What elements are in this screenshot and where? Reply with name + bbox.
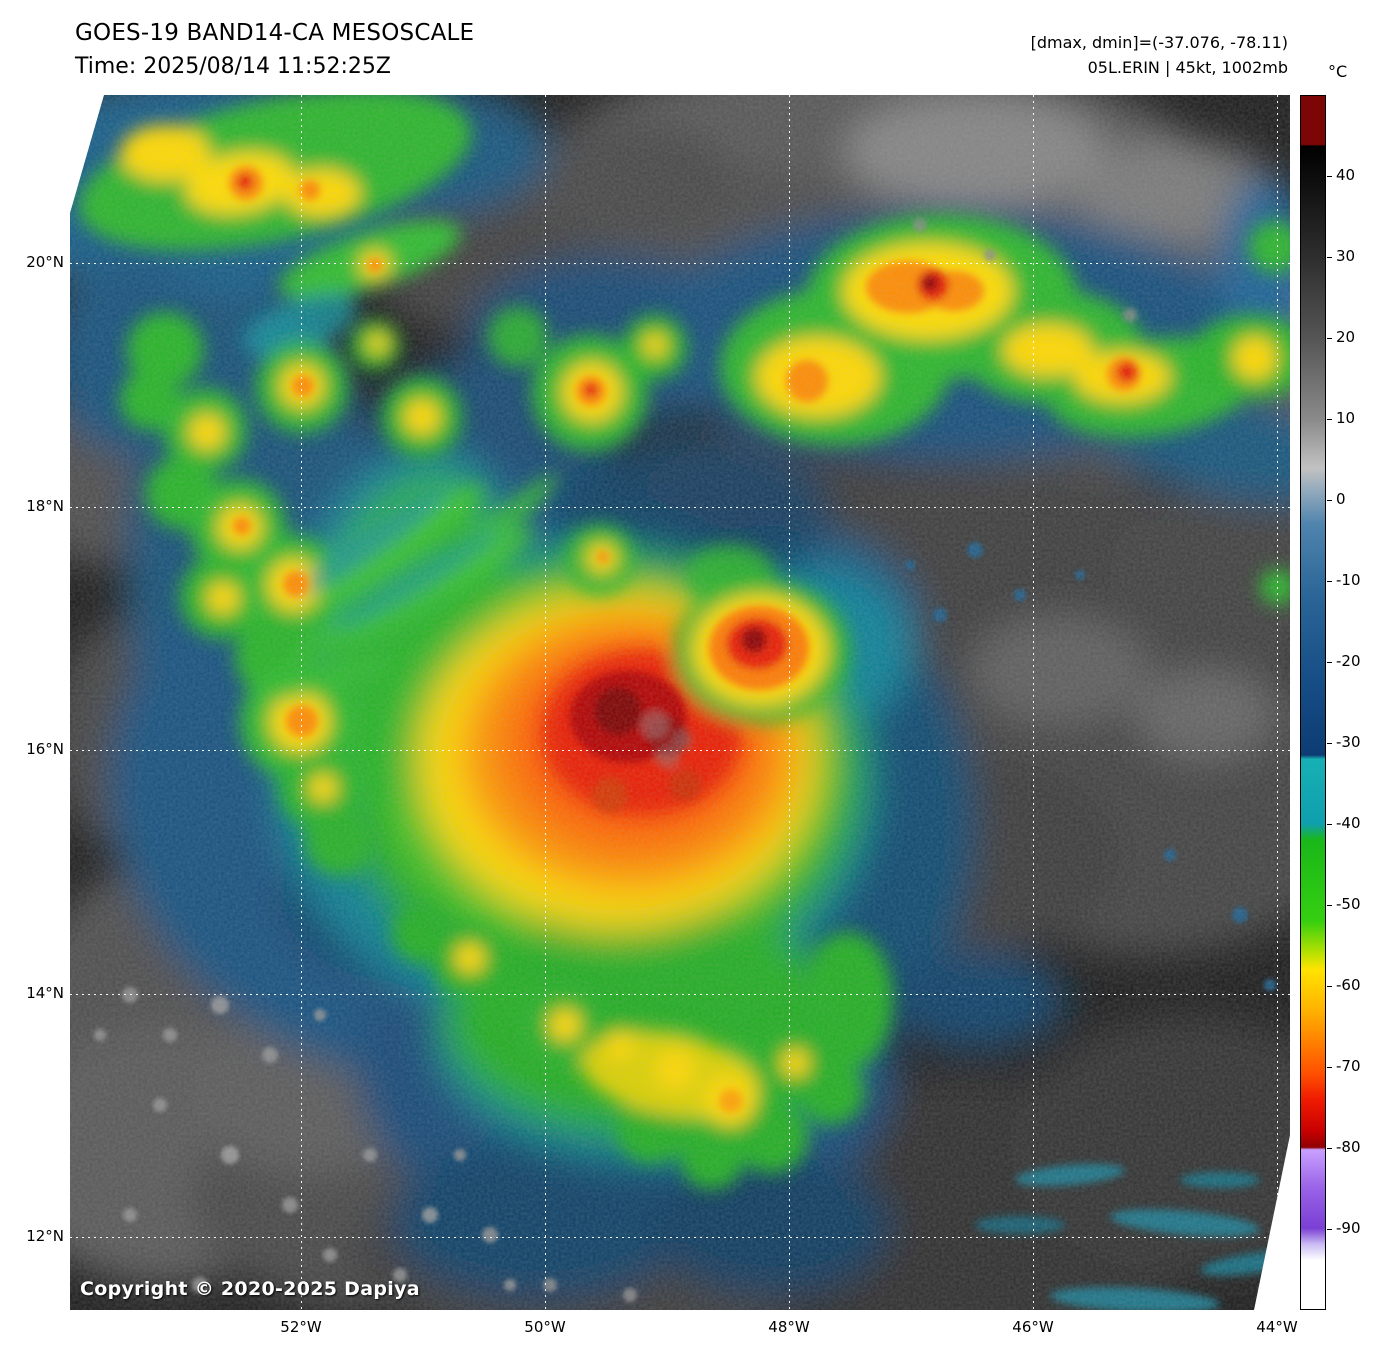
colorbar-tick-label: 30 [1336, 247, 1356, 265]
colorbar-tick-mark [1327, 986, 1332, 987]
colorbar-tick-label: -20 [1336, 652, 1361, 670]
colorbar [1300, 95, 1326, 1310]
colorbar-tick-mark [1327, 257, 1332, 258]
info-block: [dmax, dmin]=(-37.076, -78.11) 05L.ERIN … [1031, 30, 1288, 80]
colorbar-tick-label: -90 [1336, 1219, 1361, 1237]
colorbar-tick-mark [1327, 419, 1332, 420]
lat-tick-label: 14°N [26, 983, 64, 1002]
lat-tick-label: 16°N [26, 740, 64, 758]
colorbar-tick-mark [1327, 500, 1332, 501]
gridline-lon-50 [545, 95, 546, 1310]
colorbar-tick-label: 10 [1336, 409, 1356, 427]
colorbar-tick-label: -30 [1336, 733, 1361, 751]
gridline-lat-14 [70, 993, 1290, 995]
colorbar-tick-label: -80 [1336, 1138, 1361, 1156]
colorbar-tick-mark [1327, 1067, 1332, 1068]
time-label: Time: 2025/08/14 11:52:25Z [75, 54, 391, 79]
colorbar-tick-mark [1327, 743, 1332, 744]
colorbar-unit-label: °C [1328, 62, 1348, 81]
colorbar-tick-mark [1327, 662, 1332, 663]
colorbar-tick-mark [1327, 1229, 1332, 1230]
colorbar-gradient [1301, 96, 1325, 1309]
lon-tick-label: 48°W [768, 1318, 810, 1336]
gridline-lat-12 [70, 1237, 1290, 1238]
gridline-lat-20 [70, 263, 1290, 264]
storm-info-label: 05L.ERIN | 45kt, 1002mb [1087, 58, 1288, 77]
colorbar-tick-label: -40 [1336, 814, 1361, 832]
colorbar-tick-label: -60 [1336, 976, 1361, 994]
lat-tick-label: 20°N [26, 253, 64, 271]
gridline-lon-46 [1033, 95, 1034, 1310]
colorbar-tick-mark [1327, 1148, 1332, 1149]
dmax-dmin-label: [dmax, dmin]=(-37.076, -78.11) [1030, 33, 1288, 52]
gridline-lat-16 [70, 750, 1290, 751]
colorbar-tick-mark [1327, 824, 1332, 825]
gridline-lon-52 [301, 95, 302, 1310]
lon-tick-label: 50°W [524, 1318, 566, 1336]
colorbar-tick-mark [1327, 581, 1332, 582]
page-title: GOES-19 BAND14-CA MESOSCALE [75, 20, 475, 46]
colorbar-tick-label: -10 [1336, 571, 1361, 589]
satellite-image [70, 95, 1290, 1310]
colorbar-tick-mark [1327, 338, 1332, 339]
map-area: Copyright © 2020-2025 Dapiya [70, 95, 1290, 1310]
lon-tick-label: 52°W [280, 1318, 322, 1336]
lat-tick-label: 18°N [26, 496, 64, 515]
gridline-lon-48 [789, 95, 790, 1310]
copyright-label: Copyright © 2020-2025 Dapiya [80, 1278, 420, 1300]
colorbar-tick-label: -70 [1336, 1057, 1361, 1075]
lon-tick-label: 44°W [1256, 1318, 1298, 1336]
gridline-lat-18 [70, 506, 1290, 508]
lat-tick-label: 12°N [26, 1227, 64, 1245]
colorbar-tick-label: -50 [1336, 895, 1361, 913]
colorbar-tick-mark [1327, 176, 1332, 177]
gridline-lon-44 [1277, 95, 1278, 1310]
colorbar-tick-label: 40 [1336, 166, 1356, 184]
lon-tick-label: 46°W [1012, 1318, 1054, 1336]
colorbar-ticks: 40 30 20 10 0 -10 -20 -30 -40 -50 -60 -70 -80 -90 [1327, 0, 1387, 1359]
colorbar-tick-label: 0 [1336, 490, 1346, 508]
colorbar-tick-mark [1327, 905, 1332, 906]
colorbar-tick-label: 20 [1336, 328, 1356, 346]
